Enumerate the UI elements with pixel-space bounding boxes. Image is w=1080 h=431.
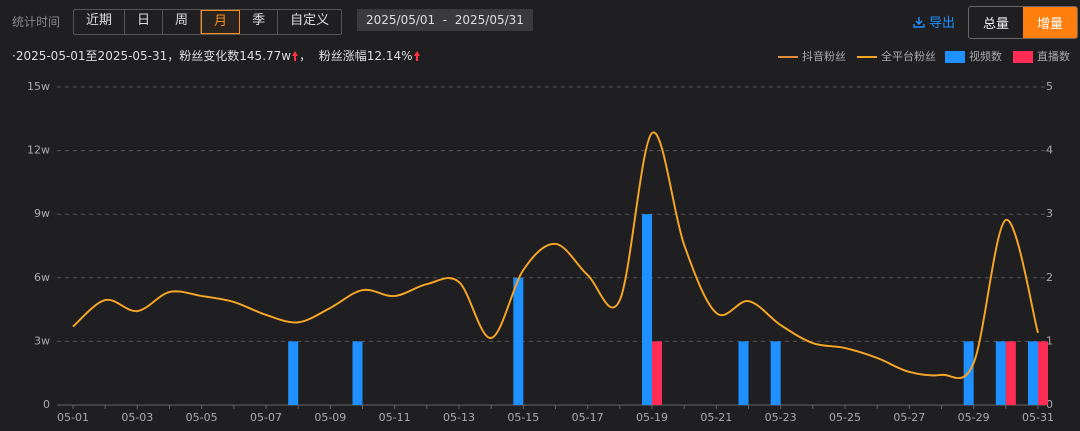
x-tick-label: 05-21 [700, 411, 732, 424]
y2-tick-label: 0 [1046, 398, 1053, 411]
x-tick-label: 05-03 [121, 411, 153, 424]
summary-rate: ， 粉丝涨幅12.14% [299, 49, 413, 63]
x-tick-label: 05-19 [636, 411, 668, 424]
bar [770, 341, 781, 405]
period-tab[interactable]: 近期 [74, 10, 126, 34]
bar [288, 341, 299, 405]
bar [1005, 341, 1016, 405]
legend-swatch [945, 51, 965, 63]
x-tick-label: 05-15 [507, 411, 539, 424]
period-tab[interactable]: 周 [163, 10, 202, 34]
y2-tick-label: 4 [1046, 144, 1053, 157]
y2-tick-label: 3 [1046, 207, 1053, 220]
line [72, 131, 1039, 379]
bar [513, 277, 524, 405]
export-button[interactable]: 导出 [912, 12, 955, 31]
bar [1038, 341, 1048, 405]
x-tick-label: 05-29 [958, 411, 990, 424]
y2-tick-label: 5 [1046, 80, 1053, 93]
up-arrow [413, 50, 420, 61]
x-tick-label: 05-09 [314, 411, 346, 424]
bar [652, 341, 662, 405]
y-tick-label: 15w [27, 80, 50, 93]
y-tick-label: 0 [43, 398, 50, 411]
x-tick-label: 05-27 [893, 411, 925, 424]
y2-tick-label: 1 [1046, 334, 1053, 347]
export-text: 导出 [929, 16, 956, 31]
mode-toggle: 总量 增量 [968, 6, 1079, 39]
legend-swatch [1013, 51, 1033, 63]
line [72, 131, 1039, 379]
legend-label: 抖音粉丝 [802, 49, 846, 63]
legend-label: 直播数 [1037, 49, 1070, 63]
x-tick-label: 05-23 [765, 411, 797, 424]
y2-tick-label: 2 [1046, 271, 1053, 284]
x-tick-label: 05-25 [829, 411, 861, 424]
period-tab[interactable]: 月 [201, 10, 241, 34]
legend-label: 全平台粉丝 [881, 49, 936, 63]
x-tick-label: 05-31 [1022, 411, 1054, 424]
bar [642, 214, 652, 405]
y-tick-label: 3w [34, 334, 50, 347]
period-tab[interactable]: 季 [240, 10, 279, 34]
x-tick-label: 05-11 [379, 411, 411, 424]
y-tick-label: 6w [34, 271, 50, 284]
x-tick-label: 05-17 [572, 411, 604, 424]
stat-label: 统计时间 [12, 15, 61, 29]
date-range[interactable]: 2025/05/01 - 2025/05/31 [357, 9, 533, 31]
period-tab[interactable]: 日 [125, 10, 164, 34]
period-tabs: 近期日周月季自定义 [73, 9, 343, 35]
export-icon [913, 16, 925, 28]
bar [995, 341, 1006, 405]
mode-tab[interactable]: 增量 [1023, 7, 1078, 38]
up-arrow [292, 50, 299, 61]
y-tick-label: 9w [34, 207, 50, 220]
bar [963, 341, 974, 405]
bar [1028, 341, 1038, 405]
x-tick-label: 05-13 [443, 411, 475, 424]
bar [352, 341, 363, 405]
y-tick-label: 12w [27, 144, 50, 157]
x-tick-label: 05-01 [57, 411, 89, 424]
x-tick-label: 05-07 [250, 411, 282, 424]
bar [738, 341, 749, 405]
summary-change: ·2025-05-01至2025-05-31，粉丝变化数145.77w [12, 49, 292, 63]
mode-tab[interactable]: 总量 [983, 17, 1010, 32]
period-tab[interactable]: 自定义 [290, 13, 330, 28]
x-tick-label: 05-05 [186, 411, 218, 424]
summary: ·2025-05-01至2025-05-31，粉丝变化数145.77w ， 粉丝涨… [12, 47, 421, 64]
legend-label: 视频数 [969, 49, 1002, 63]
